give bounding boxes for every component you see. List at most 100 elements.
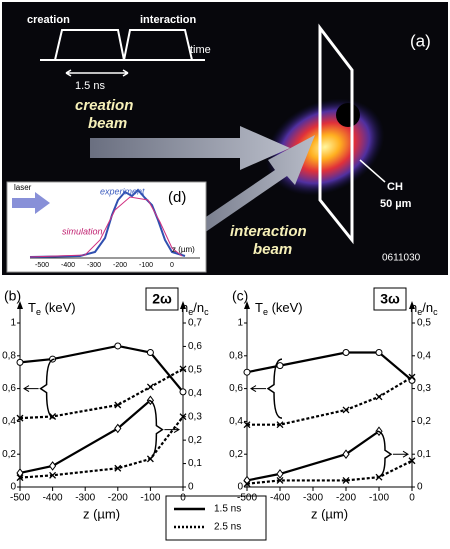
image-code: 0611030 [382, 253, 421, 264]
target-pointer [359, 159, 386, 183]
harmonic-label: 2ω [152, 291, 172, 307]
inset-label: laser [14, 183, 32, 192]
x-tick-label: -400 [43, 493, 63, 504]
marker [276, 421, 284, 429]
series-line [246, 459, 413, 485]
marker [114, 464, 122, 472]
marker [179, 388, 187, 396]
y2-tick-label: 0 [417, 482, 423, 493]
marker [375, 393, 383, 401]
brace [39, 358, 55, 419]
x-axis-label: z (µm) [83, 506, 120, 521]
target-frame [318, 23, 354, 245]
creation-arrow [90, 126, 290, 170]
label-part: (keV) [268, 300, 303, 315]
inset-label: simulation [62, 226, 103, 236]
y-tick-label: 0 [237, 482, 243, 493]
y2-tick-label: 0,5 [188, 364, 202, 375]
y2-tick-label: 0,1 [417, 449, 431, 460]
label-part: e [417, 307, 422, 317]
beam-label: beam [88, 115, 127, 132]
simulation-curve [29, 196, 183, 258]
y-tick-label: 1 [237, 318, 243, 329]
series-line [19, 399, 152, 475]
y2-tick-label: 0,6 [188, 341, 202, 352]
panel-label: (c) [232, 288, 248, 304]
brace-arrow [250, 385, 266, 393]
marker [16, 474, 24, 482]
y2-tick-label: 0,5 [417, 318, 431, 329]
legend-label: 2.5 ns [214, 522, 241, 533]
marker [146, 383, 154, 391]
marker [243, 480, 251, 488]
marker [243, 421, 251, 429]
marker [342, 476, 350, 484]
x-tick-label: -100 [140, 493, 160, 504]
pulse-shape [40, 29, 205, 61]
y2-tick-label: 0,7 [188, 318, 202, 329]
marker [49, 471, 57, 479]
series-line [19, 367, 184, 420]
marker [16, 358, 24, 366]
harmonic-box [373, 287, 407, 311]
legend [165, 495, 267, 541]
marker [179, 413, 187, 421]
inset-tick-label: -200 [113, 262, 127, 269]
label-part: /n [422, 300, 433, 315]
laser-arrow [12, 192, 50, 214]
label-part: e [188, 307, 193, 317]
label-part: n [181, 300, 188, 315]
y2-tick-label: 0,1 [188, 458, 202, 469]
y-label: Te (keV) [255, 300, 303, 317]
label-part: T [28, 300, 36, 315]
x-tick-label: -500 [237, 493, 257, 504]
label-part: c [204, 307, 209, 317]
y-tick-label: 0,2 [229, 449, 243, 460]
marker [342, 406, 350, 414]
x-tick-label: -500 [10, 493, 30, 504]
y2-tick-label: 0,3 [188, 411, 202, 422]
label-part: (keV) [41, 300, 76, 315]
brace [266, 358, 283, 419]
series-line [247, 376, 413, 426]
marker [375, 349, 383, 357]
marker [114, 401, 122, 409]
series-line [246, 430, 380, 482]
x-tick-label: -200 [108, 493, 128, 504]
marker [114, 423, 122, 434]
marker [114, 342, 122, 350]
label-part: e [36, 307, 41, 317]
y-tick-label: 0,8 [229, 350, 243, 361]
y-tick-label: 0,6 [2, 383, 16, 394]
y-tick-label: 0,8 [2, 350, 16, 361]
brace-arrow [393, 450, 409, 458]
marker [16, 414, 24, 422]
label-part: e [263, 307, 268, 317]
y2-tick-label: 0,2 [417, 416, 431, 427]
inset-panel-label: (d) [168, 189, 186, 206]
y-tick-label: 1 [10, 318, 16, 329]
brace [376, 430, 393, 478]
marker [48, 461, 57, 471]
inset-tick-label: -500 [35, 262, 49, 269]
shadow [336, 103, 360, 127]
harmonic-box [145, 287, 179, 311]
x-tick-label: 0 [409, 493, 415, 504]
marker [342, 449, 350, 460]
duration-arrow [65, 69, 129, 77]
target-label: CH [387, 181, 403, 193]
target-label: 50 µm [380, 198, 412, 210]
marker [342, 349, 350, 357]
inset-x-label: z (µm) [172, 245, 195, 254]
y-tick-label: 0 [10, 482, 16, 493]
x-tick-label: -300 [75, 493, 95, 504]
label-part: n [410, 300, 417, 315]
marker [179, 365, 187, 373]
inset-tick-label: -400 [61, 262, 75, 269]
x-tick-label: -100 [369, 493, 389, 504]
inset-tick-label: -100 [139, 262, 153, 269]
beam-label: creation [75, 97, 133, 114]
series-line [19, 416, 184, 479]
label-part: /n [193, 300, 204, 315]
